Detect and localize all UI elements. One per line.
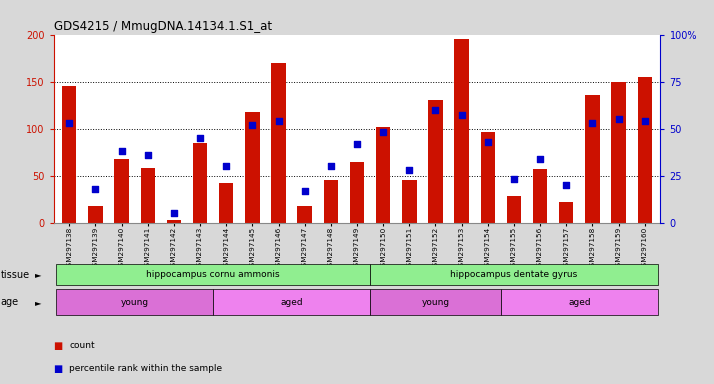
Bar [402, 180, 416, 223]
Bar [507, 196, 521, 223]
Bar [638, 77, 652, 223]
Bar [213, 290, 370, 315]
Bar [481, 132, 495, 223]
Point [90, 186, 101, 192]
Point [639, 118, 650, 124]
Point [64, 120, 75, 126]
Point [299, 188, 311, 194]
Point [273, 118, 284, 124]
Bar [141, 168, 155, 223]
Point [378, 129, 389, 136]
Text: ►: ► [35, 298, 41, 307]
Bar [193, 143, 207, 223]
Text: ►: ► [35, 270, 41, 279]
Bar [89, 206, 103, 223]
Text: percentile rank within the sample: percentile rank within the sample [69, 364, 222, 373]
Bar [428, 101, 443, 223]
Bar [376, 127, 391, 223]
Bar [298, 206, 312, 223]
Bar [370, 290, 501, 315]
Point [246, 122, 258, 128]
Point [194, 135, 206, 141]
Point [116, 148, 127, 154]
Point [534, 156, 545, 162]
Bar [323, 180, 338, 223]
Text: young: young [121, 298, 149, 307]
Text: aged: aged [568, 298, 590, 307]
Text: ■: ■ [54, 341, 63, 351]
Point [169, 210, 180, 217]
Point [613, 116, 624, 122]
Bar [350, 162, 364, 223]
Point [351, 141, 363, 147]
Text: young: young [421, 298, 450, 307]
Text: aged: aged [281, 298, 303, 307]
Bar [611, 82, 625, 223]
Bar [501, 290, 658, 315]
Bar [533, 169, 548, 223]
Point [456, 113, 468, 119]
Text: hippocampus cornu ammonis: hippocampus cornu ammonis [146, 270, 280, 279]
Bar [219, 183, 233, 223]
Point [508, 176, 520, 182]
Bar [271, 63, 286, 223]
Text: age: age [1, 297, 19, 308]
Bar [585, 95, 600, 223]
Point [142, 152, 154, 158]
Bar [370, 264, 658, 285]
Point [430, 107, 441, 113]
Bar [56, 290, 213, 315]
Text: count: count [69, 341, 95, 350]
Point [587, 120, 598, 126]
Text: ■: ■ [54, 364, 63, 374]
Text: GDS4215 / MmugDNA.14134.1.S1_at: GDS4215 / MmugDNA.14134.1.S1_at [54, 20, 271, 33]
Bar [454, 39, 469, 223]
Bar [56, 264, 370, 285]
Bar [62, 86, 76, 223]
Point [403, 167, 415, 173]
Text: hippocampus dentate gyrus: hippocampus dentate gyrus [451, 270, 578, 279]
Point [482, 139, 493, 145]
Point [560, 182, 572, 188]
Point [325, 163, 336, 169]
Text: tissue: tissue [1, 270, 30, 280]
Bar [559, 202, 573, 223]
Bar [114, 159, 129, 223]
Point [221, 163, 232, 169]
Bar [166, 220, 181, 223]
Bar [245, 112, 260, 223]
